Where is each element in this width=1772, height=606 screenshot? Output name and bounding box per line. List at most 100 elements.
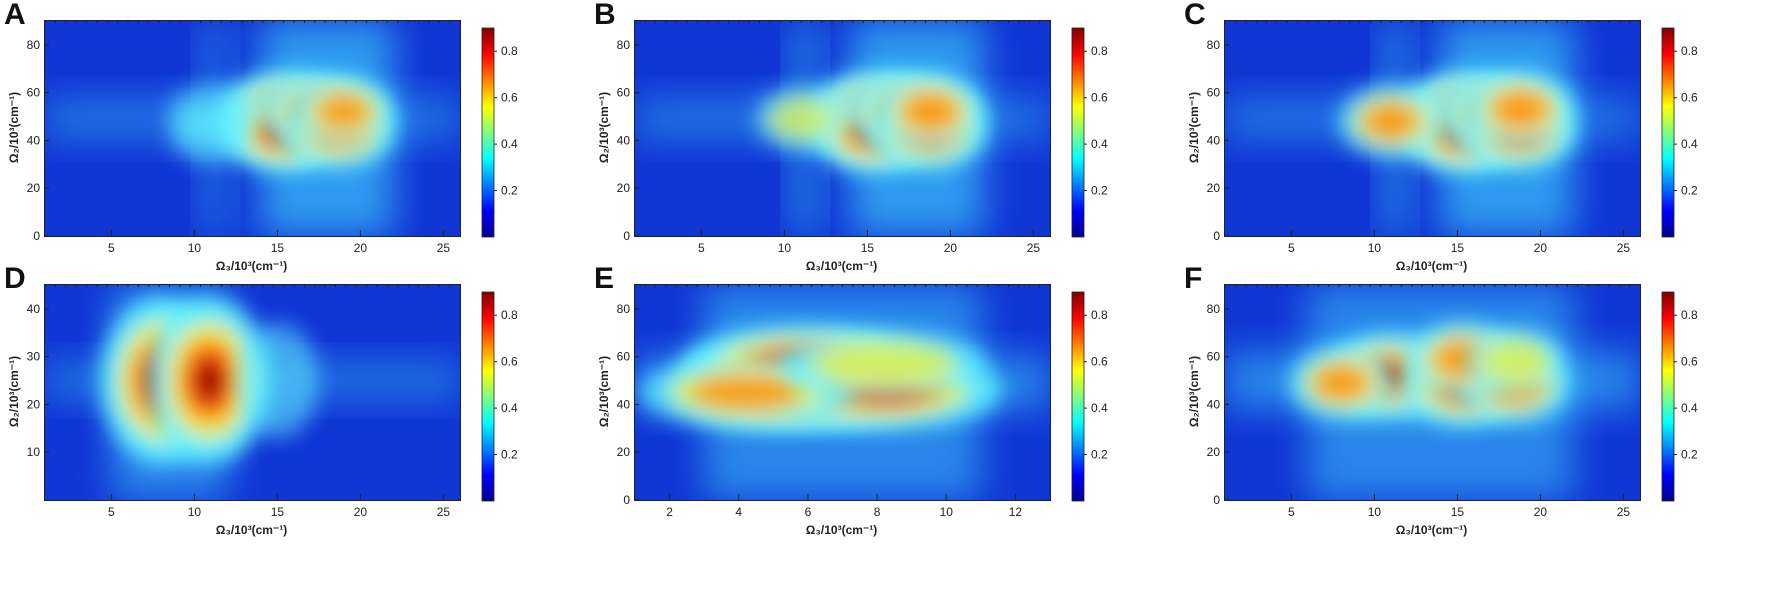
- y-tick-label: 60: [1207, 86, 1221, 100]
- colorbar-tick-label: 0.8: [1091, 308, 1108, 322]
- colorbar-tick-label: 0.6: [1681, 91, 1698, 105]
- colorbar-tick-label: 0.6: [501, 355, 518, 369]
- x-axis-label: Ω₃/10³(cm⁻¹): [806, 259, 878, 273]
- colorbar-tick-label: 0.4: [1091, 137, 1108, 151]
- x-tick-label: 25: [1617, 505, 1631, 519]
- panel-letter: E: [594, 262, 615, 295]
- colorbar-tick-label: 0.4: [1681, 401, 1698, 415]
- panel-letter: F: [1184, 262, 1203, 295]
- y-tick-label: 40: [1207, 397, 1221, 411]
- y-axis-label: Ω₂/10³(cm⁻¹): [597, 92, 611, 163]
- colorbar-tick-label: 0.6: [501, 91, 518, 105]
- heatmap-area: [1224, 284, 1641, 501]
- y-tick-label: 40: [27, 133, 41, 147]
- colorbar-tick-label: 0.6: [1091, 91, 1108, 105]
- x-tick-label: 5: [1288, 241, 1295, 255]
- x-tick-label: 20: [1534, 241, 1548, 255]
- colorbar-tick-label: 0.4: [1091, 401, 1108, 415]
- heatmap-peak: [1465, 327, 1566, 396]
- y-tick-label: 60: [617, 350, 631, 364]
- heatmap-peak: [780, 329, 988, 399]
- colorbar-tick-label: 0.2: [1681, 448, 1698, 462]
- x-tick-label: 15: [271, 241, 285, 255]
- heatmap-peak: [1288, 346, 1395, 420]
- panel-letter: C: [1184, 0, 1206, 31]
- colorbar: [1071, 27, 1085, 238]
- y-tick-label: 40: [617, 133, 631, 147]
- heatmap-area: [634, 20, 1051, 237]
- x-tick-label: 10: [940, 505, 954, 519]
- colorbar-tick-label: 0.6: [1091, 355, 1108, 369]
- heatmap: [45, 285, 460, 500]
- y-tick-label: 0: [1213, 229, 1220, 243]
- colorbar-tick-label: 0.2: [501, 448, 518, 462]
- x-tick-label: 25: [1617, 241, 1631, 255]
- y-tick-label: 80: [617, 302, 631, 316]
- colorbar-tick-label: 0.2: [1681, 184, 1698, 198]
- y-tick-label: 60: [27, 86, 41, 100]
- colorbar-tick-label: 0.4: [501, 401, 518, 415]
- x-tick-label: 25: [1027, 241, 1041, 255]
- heatmap-peak: [170, 107, 252, 164]
- x-axis-label: Ω₃/10³(cm⁻¹): [1396, 523, 1468, 537]
- panel-letter: D: [4, 262, 26, 295]
- y-tick-label: 80: [1207, 302, 1221, 316]
- heatmap: [1225, 285, 1640, 500]
- heatmap-area: [634, 284, 1051, 501]
- heatmap: [1225, 21, 1640, 236]
- y-tick-label: 30: [27, 350, 41, 364]
- y-tick-label: 40: [617, 397, 631, 411]
- x-tick-label: 4: [735, 505, 742, 519]
- x-tick-label: 20: [1534, 505, 1548, 519]
- colorbar: [1661, 291, 1675, 502]
- x-tick-label: 15: [271, 505, 285, 519]
- y-tick-label: 40: [27, 302, 41, 316]
- x-tick-label: 10: [188, 505, 202, 519]
- colorbar-tick-label: 0.8: [1681, 44, 1698, 58]
- y-tick-label: 0: [623, 229, 630, 243]
- heatmap-peak: [754, 87, 848, 151]
- x-tick-label: 10: [1368, 241, 1382, 255]
- y-axis-label: Ω₂/10³(cm⁻¹): [597, 356, 611, 427]
- x-tick-label: 10: [1368, 505, 1382, 519]
- x-tick-label: 5: [698, 241, 705, 255]
- heatmap-peak: [292, 76, 396, 148]
- x-tick-label: 8: [874, 505, 881, 519]
- panel-c: C 5 10 15 20 25 0 20 40 60 80 Ω₃/10³(cm⁻¹) Ω₂/10³(c…: [1184, 0, 1764, 308]
- heatmap-area: [44, 284, 461, 501]
- y-tick-label: 0: [1213, 493, 1220, 507]
- panel-letter: B: [594, 0, 616, 31]
- colorbar-tick-label: 0.2: [501, 184, 518, 198]
- heatmap-peak: [1337, 84, 1445, 159]
- panel-f: F 5 10 15 20 25 0 20 40 60 80 Ω₃/10³(cm⁻¹) Ω₂/10³(c…: [1184, 262, 1764, 572]
- y-tick-label: 20: [1207, 445, 1221, 459]
- x-tick-label: 20: [944, 241, 958, 255]
- colorbar: [1661, 27, 1675, 238]
- x-tick-label: 25: [437, 241, 451, 255]
- y-tick-label: 80: [617, 38, 631, 52]
- panel-d: D 5 10 15 20 25 10 20 30 40 Ω₃/10³(cm⁻¹) Ω₂/10³(cm…: [4, 262, 584, 572]
- heatmap: [635, 285, 1050, 500]
- colorbar-tick-label: 0.4: [1681, 137, 1698, 151]
- heatmap-peak: [236, 323, 319, 438]
- y-tick-label: 20: [617, 445, 631, 459]
- x-tick-label: 2: [666, 505, 673, 519]
- heatmap-area: [44, 20, 461, 237]
- y-tick-label: 80: [1207, 38, 1221, 52]
- y-tick-label: 40: [1207, 133, 1221, 147]
- y-tick-label: 80: [27, 38, 41, 52]
- x-tick-label: 20: [354, 241, 368, 255]
- x-tick-label: 10: [778, 241, 792, 255]
- y-tick-label: 20: [27, 181, 41, 195]
- colorbar-tick-label: 0.8: [1681, 308, 1698, 322]
- x-axis-label: Ω₃/10³(cm⁻¹): [216, 523, 288, 537]
- colorbar-tick-label: 0.4: [501, 137, 518, 151]
- colorbar-tick-label: 0.6: [1681, 355, 1698, 369]
- x-tick-label: 6: [805, 505, 812, 519]
- colorbar: [481, 291, 495, 502]
- heatmap-area: [1224, 20, 1641, 237]
- y-tick-label: 10: [27, 445, 41, 459]
- colorbar: [1071, 291, 1085, 502]
- x-tick-label: 15: [1451, 505, 1465, 519]
- x-tick-label: 5: [108, 505, 115, 519]
